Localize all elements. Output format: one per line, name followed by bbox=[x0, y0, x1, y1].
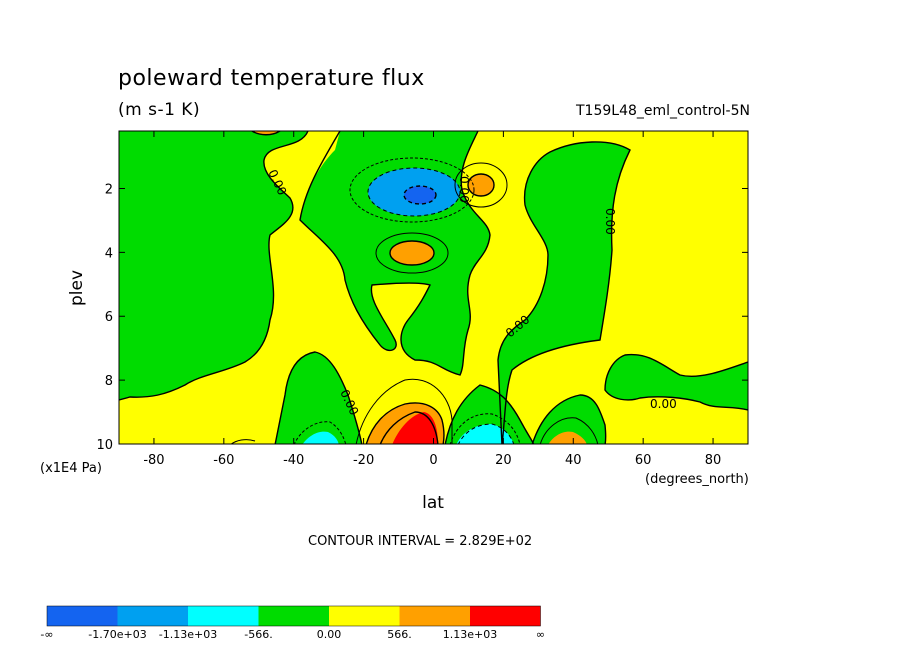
colorbar: -∞ -1.70e+03 -1.13e+03 -566. 0.00 566. 1.13e+0… bbox=[40, 605, 545, 641]
y-axis-label: plev bbox=[67, 270, 87, 306]
y-tick-label: 6 bbox=[105, 310, 113, 325]
colorbar-swatch bbox=[188, 606, 259, 626]
zero-contours bbox=[119, 131, 748, 444]
y-axis: 2 4 6 8 10 bbox=[96, 182, 748, 453]
colorbar-swatch bbox=[117, 606, 188, 626]
contour-interval: CONTOUR INTERVAL = 2.829E+02 bbox=[308, 534, 533, 549]
colorbar-label: -∞ bbox=[40, 628, 53, 641]
x-axis-label: lat bbox=[422, 493, 444, 513]
x-tick-label: -20 bbox=[353, 453, 374, 468]
chart-units: (m s-1 K) bbox=[118, 100, 201, 120]
region-green-east bbox=[498, 142, 630, 444]
contour-positive-lower-outer bbox=[355, 378, 453, 444]
contour-positive-lower-inner bbox=[379, 411, 439, 444]
colorbar-label: 0.00 bbox=[317, 628, 342, 641]
region-green-southeast bbox=[532, 395, 606, 444]
y-tick-label: 10 bbox=[96, 438, 113, 453]
contour-positive-mid-outer bbox=[375, 232, 449, 274]
region-green-southwest bbox=[275, 352, 362, 444]
x-tick-label: 60 bbox=[635, 453, 652, 468]
zero-label-north: 0.00 bbox=[650, 397, 677, 411]
colorbar-swatch bbox=[470, 606, 541, 626]
contour-positive-upper-inner bbox=[467, 173, 495, 197]
contour-negative-se-inner bbox=[457, 423, 515, 444]
y-tick-label: 8 bbox=[105, 374, 113, 389]
y-units: (x1E4 Pa) bbox=[40, 461, 102, 476]
x-axis: -80 -60 -40 -20 0 20 40 60 80 bbox=[143, 131, 721, 468]
zero-label-upper-mid: 0.00 bbox=[457, 176, 471, 203]
contour-negative-sw bbox=[293, 421, 347, 444]
x-tick-label: -60 bbox=[213, 453, 234, 468]
colorbar-swatch bbox=[47, 606, 118, 626]
y-tick-label: 4 bbox=[105, 246, 113, 261]
region-green-southmid bbox=[445, 385, 534, 444]
colorbar-swatch bbox=[258, 606, 329, 626]
x-tick-label: 80 bbox=[705, 453, 722, 468]
colorbar-swatch bbox=[329, 606, 400, 626]
x-tick-label: 20 bbox=[495, 453, 512, 468]
contour-negative-se-outer bbox=[449, 413, 521, 444]
x-tick-label: -80 bbox=[143, 453, 164, 468]
colorbar-label: ∞ bbox=[536, 628, 545, 641]
contour-negative-mid bbox=[367, 167, 461, 217]
contour-positive-upper-outer bbox=[454, 162, 508, 208]
colorbar-swatch bbox=[399, 606, 470, 626]
region-green-west bbox=[119, 131, 308, 400]
x-units: (degrees_north) bbox=[645, 472, 749, 487]
colorbar-label: 1.13e+03 bbox=[443, 628, 497, 641]
run-id: T159L48_eml_control-5N bbox=[576, 103, 750, 119]
region-green-north bbox=[605, 354, 748, 410]
colorbar-label: -1.70e+03 bbox=[88, 628, 146, 641]
contour-positive-mid-inner bbox=[389, 240, 435, 266]
region-red-lower bbox=[392, 412, 438, 444]
colorbar-label: -566. bbox=[244, 628, 272, 641]
region-orange-middle bbox=[390, 241, 434, 265]
region-orange-se bbox=[548, 431, 587, 444]
contour-field bbox=[119, 131, 748, 444]
contour-positive-lower-mid bbox=[365, 402, 445, 444]
contour-negative-outer bbox=[349, 157, 475, 223]
chart-title: poleward temperature flux bbox=[118, 66, 425, 91]
x-tick-label: 40 bbox=[565, 453, 582, 468]
colorbar-label: 566. bbox=[387, 628, 412, 641]
region-darkblue-upper bbox=[404, 186, 436, 204]
x-tick-label: 0 bbox=[429, 453, 437, 468]
region-cyan-sw bbox=[302, 431, 339, 444]
colorbar-frame bbox=[46, 605, 541, 627]
contour-negative-inner bbox=[403, 185, 437, 205]
zero-label-east-upper: 0.00 bbox=[603, 208, 617, 235]
contour-positive-se-outer bbox=[539, 417, 599, 444]
region-orange-upper bbox=[468, 174, 494, 196]
colorbar-label: -1.13e+03 bbox=[159, 628, 217, 641]
y-tick-label: 2 bbox=[105, 182, 113, 197]
region-cyan-se bbox=[456, 424, 514, 444]
x-tick-label: -40 bbox=[283, 453, 304, 468]
